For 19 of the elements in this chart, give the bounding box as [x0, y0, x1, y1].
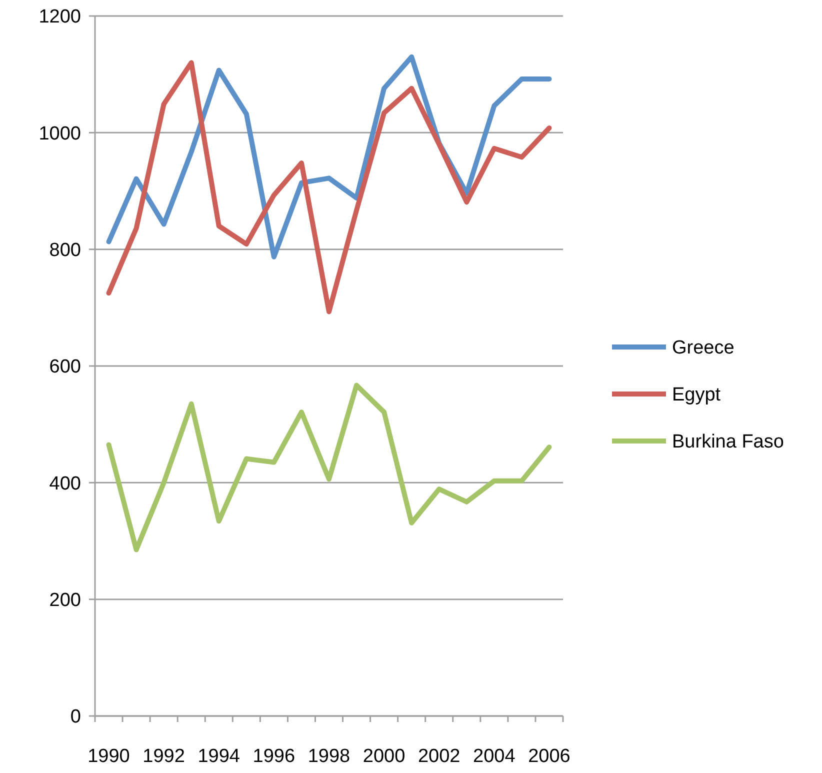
y-tick-label: 1200	[38, 6, 81, 28]
x-tick-label: 2004	[473, 746, 516, 767]
y-tick-label: 600	[49, 356, 81, 378]
y-tick-label: 0	[70, 706, 81, 728]
x-tick-label: 1990	[88, 746, 130, 767]
legend-label: Egypt	[672, 384, 722, 406]
y-tick-label: 1000	[38, 123, 81, 144]
legend-label: Greece	[672, 338, 734, 359]
y-tick-label: 800	[49, 240, 81, 261]
x-tick-label: 1994	[198, 746, 240, 767]
y-tick-label: 400	[49, 473, 81, 494]
x-tick-label: 1998	[308, 746, 350, 767]
x-tick-label: 1992	[142, 746, 185, 767]
legend-label: Burkina Faso	[672, 432, 784, 453]
x-tick-label: 2002	[418, 746, 460, 767]
x-tick-label: 2006	[528, 746, 570, 767]
y-tick-label: 200	[49, 590, 81, 611]
x-tick-label: 2000	[362, 746, 406, 767]
x-tick-label: 1996	[252, 746, 296, 767]
